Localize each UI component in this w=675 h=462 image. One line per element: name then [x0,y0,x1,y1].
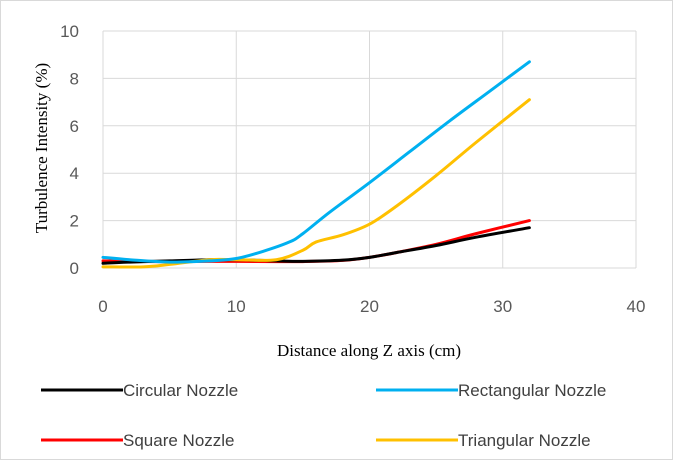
series-line-triangular-nozzle [101,98,531,269]
legend-label: Rectangular Nozzle [458,381,606,400]
x-tick-label: 40 [627,297,646,316]
gridlines [102,30,637,269]
x-tick-labels: 0 10 20 30 40 [98,297,645,316]
y-axis-title: Turbulence Intensity (%) [32,63,51,233]
x-tick-label: 30 [493,297,512,316]
x-axis-title: Distance along Z axis (cm) [277,341,461,360]
x-tick-label: 20 [360,297,379,316]
series-line-rectangular-nozzle [101,60,531,264]
legend-label: Square Nozzle [123,431,235,450]
series-line-circular-nozzle [101,226,531,265]
y-tick-label: 6 [70,117,79,136]
y-tick-labels: 0 2 4 6 8 10 [60,22,79,278]
x-tick-label: 10 [227,297,246,316]
y-tick-label: 0 [70,259,79,278]
legend-label: Circular Nozzle [123,381,238,400]
y-tick-label: 2 [70,212,79,231]
legend-item-rectangular-nozzle: Rectangular Nozzle [376,381,606,400]
series-lines [101,60,531,269]
y-tick-label: 8 [70,69,79,88]
y-tick-label: 10 [60,22,79,41]
legend-item-triangular-nozzle: Triangular Nozzle [376,431,591,450]
x-tick-label: 0 [98,297,107,316]
legend-label: Triangular Nozzle [458,431,591,450]
legend-item-circular-nozzle: Circular Nozzle [41,381,238,400]
y-tick-label: 4 [70,164,79,183]
legend: Circular Nozzle Rectangular Nozzle Square … [41,381,606,450]
legend-item-square-nozzle: Square Nozzle [41,431,235,450]
